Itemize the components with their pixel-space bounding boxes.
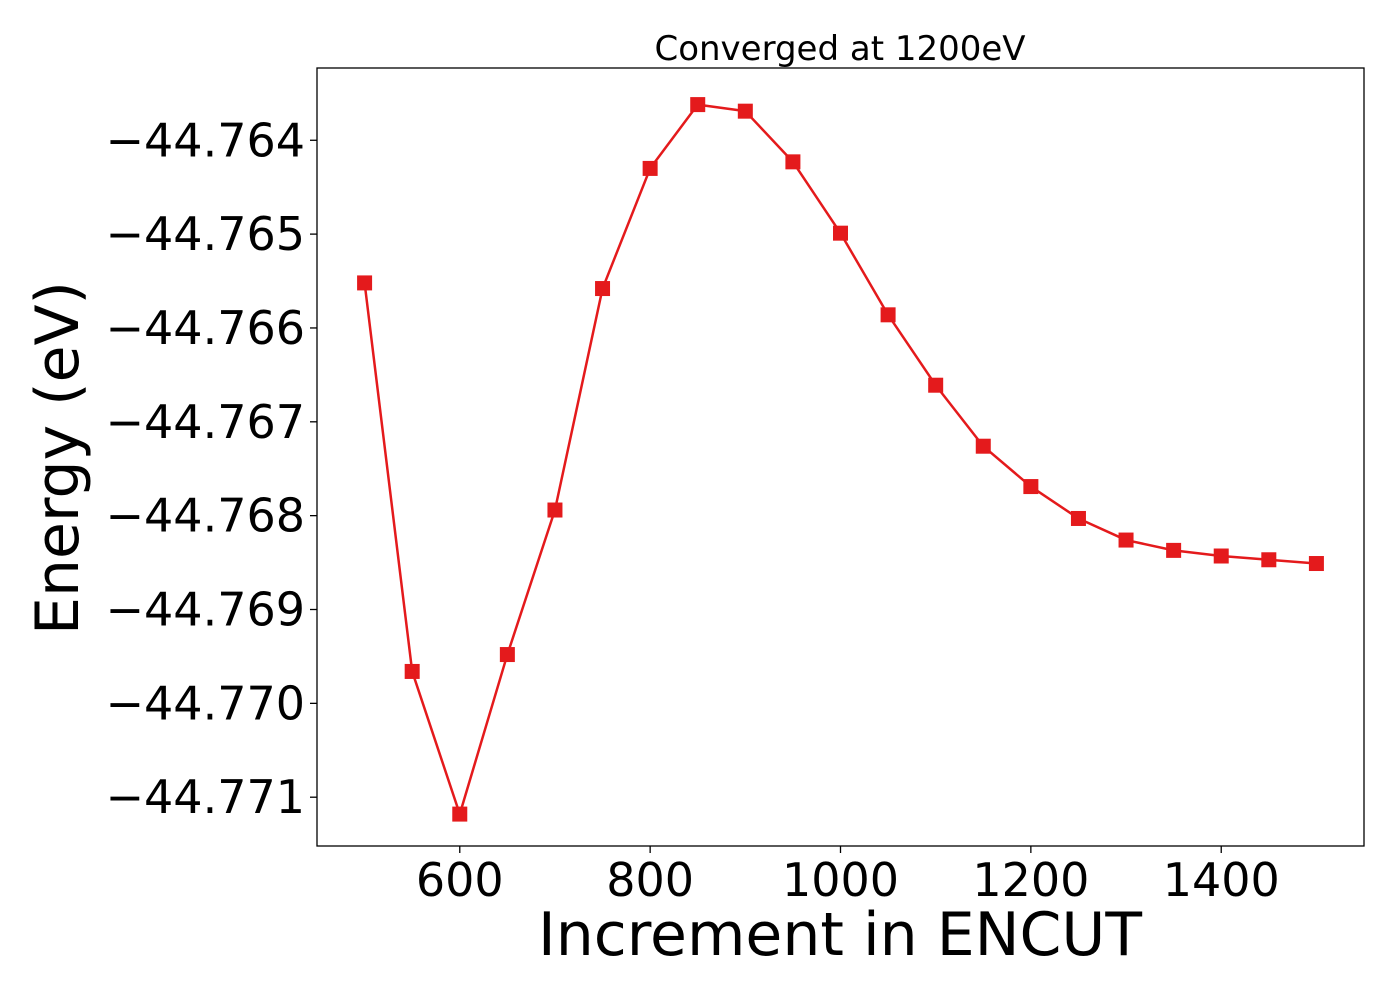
- data-point-marker: [404, 663, 420, 679]
- data-point-marker: [1213, 548, 1229, 564]
- y-tick-label: −44.764: [106, 113, 306, 167]
- data-point-marker: [357, 275, 373, 291]
- data-point-marker: [690, 97, 706, 113]
- data-point-marker: [1070, 510, 1086, 526]
- data-point-marker: [975, 438, 991, 454]
- data-point-marker: [1261, 552, 1277, 568]
- data-point-marker: [452, 806, 468, 822]
- data-point-marker: [1166, 542, 1182, 558]
- data-point-marker: [928, 377, 944, 393]
- data-point-marker: [1308, 556, 1324, 572]
- data-point-marker: [547, 502, 563, 518]
- y-axis-ticks: −44.764 −44.765 −44.766 −44.767 −44.768 −44.7…: [106, 113, 317, 824]
- data-point-marker: [833, 225, 848, 241]
- y-tick-label: −44.771: [106, 770, 306, 824]
- data-point-marker: [499, 647, 515, 663]
- y-tick-label: −44.766: [106, 301, 306, 355]
- y-tick-label: −44.768: [106, 489, 306, 543]
- data-point-marker: [737, 103, 753, 119]
- data-point-marker: [595, 281, 611, 297]
- x-tick-label: 800: [606, 853, 694, 907]
- y-tick-label: −44.765: [106, 207, 306, 261]
- data-point-marker: [785, 154, 801, 170]
- series-layer: [357, 97, 1324, 822]
- y-tick-label: −44.770: [106, 676, 306, 730]
- data-point-marker: [1118, 532, 1134, 548]
- x-tick-label: 1200: [972, 853, 1089, 907]
- x-tick-label: 1400: [1163, 853, 1280, 907]
- data-point-marker: [880, 307, 896, 323]
- y-axis-title: Energy (eV): [23, 281, 93, 635]
- data-point-marker: [1023, 479, 1039, 495]
- x-tick-label: 600: [416, 853, 504, 907]
- data-point-marker: [642, 160, 658, 176]
- chart-title: Converged at 1200eV: [654, 29, 1025, 69]
- x-axis-title: Increment in ENCUT: [538, 900, 1142, 970]
- x-axis-ticks: 600 800 1000 1200 1400: [416, 846, 1280, 907]
- y-tick-label: −44.769: [106, 583, 306, 637]
- x-tick-label: 1000: [782, 853, 899, 907]
- y-tick-label: −44.767: [106, 395, 306, 449]
